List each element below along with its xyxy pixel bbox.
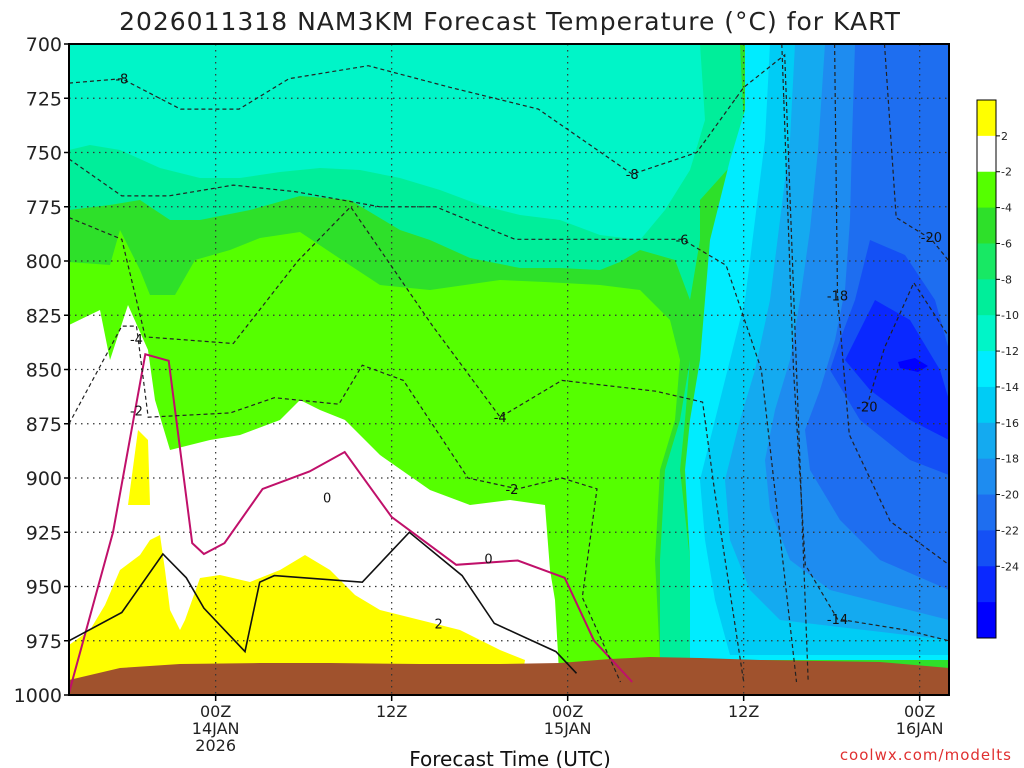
contour-label: -20 xyxy=(856,400,877,415)
colorbar-tick-label: -16 xyxy=(1001,417,1019,430)
freezing-line-0C xyxy=(69,353,633,694)
y-tick-label: 875 xyxy=(26,414,62,436)
credit-text: coolwx.com/modelts xyxy=(840,746,1012,764)
x-axis-label: Forecast Time (UTC) xyxy=(409,747,611,768)
contour-label: -2 xyxy=(130,405,143,420)
contour-label: -14 xyxy=(827,613,848,628)
colorbar-frame xyxy=(976,99,997,639)
-6C-line xyxy=(69,158,798,683)
contour-label: -20 xyxy=(921,231,942,246)
y-tick-label: 800 xyxy=(26,251,62,273)
colorbar-tick-label: -2 xyxy=(1001,166,1012,179)
y-tick-label: 775 xyxy=(26,197,62,219)
y-tick-label: 750 xyxy=(26,143,62,165)
colorbar-swatch xyxy=(977,100,996,137)
y-tick-label: 975 xyxy=(26,631,62,653)
colorbar-swatch xyxy=(977,243,996,280)
x-tick-label: 12Z xyxy=(728,702,759,721)
y-tick-label: 850 xyxy=(26,360,62,382)
y-tick-label: 900 xyxy=(26,468,62,490)
x-tick-label: 14JAN xyxy=(192,719,240,738)
contour-label: -8 xyxy=(626,168,639,183)
contour-label: -6 xyxy=(676,233,689,248)
colorbar-swatch xyxy=(977,315,996,352)
band-plus2 xyxy=(69,535,525,690)
x-tick-label: 12Z xyxy=(376,702,407,721)
x-tick-label: 2026 xyxy=(195,736,236,755)
y-tick-label: 1000 xyxy=(14,685,62,707)
colorbar-swatch xyxy=(977,351,996,388)
contour-label: -4 xyxy=(494,411,507,426)
colorbar-swatch xyxy=(977,422,996,460)
contour-label: -2 xyxy=(505,483,518,498)
2C-line xyxy=(69,531,578,674)
y-tick-label: 700 xyxy=(26,34,62,56)
colorbar-tick-label: -24 xyxy=(1001,560,1019,573)
contours xyxy=(69,44,949,694)
colorbar-swatch xyxy=(977,171,996,209)
band-plus2-pocket xyxy=(128,430,150,505)
colorbar-swatch xyxy=(977,207,996,244)
contour-label: 2 xyxy=(434,617,442,632)
colorbar-tick-label: -10 xyxy=(1001,309,1019,322)
colorbar-tick-label: -8 xyxy=(1001,273,1012,286)
x-tick-label: 00Z xyxy=(552,702,583,721)
colorbar-swatch xyxy=(977,135,996,173)
y-tick-label: 825 xyxy=(26,305,62,327)
colorbar-tick-label: 2 xyxy=(1001,130,1008,143)
contour-label: 0 xyxy=(484,552,492,567)
x-tick-label: 15JAN xyxy=(544,719,592,738)
-20C-line xyxy=(883,44,949,262)
y-tick-label: 725 xyxy=(26,88,62,110)
colorbar-tick-label: -6 xyxy=(1001,237,1012,250)
colorbar-swatch xyxy=(977,458,996,496)
colorbar: 2 -2 -4 -6 -8 -10 -12 -14 -16 -18 -20 -22 -24 xyxy=(976,99,1019,639)
x-tick-label: 00Z xyxy=(200,702,231,721)
colorbar-tick-label: -14 xyxy=(1001,381,1019,394)
x-tick-label: 16JAN xyxy=(896,719,944,738)
colorbar-swatch xyxy=(977,279,996,316)
band-minus10 xyxy=(69,44,705,240)
band-minus2 xyxy=(69,305,560,690)
colorbar-tick-label: -22 xyxy=(1001,524,1019,537)
y-tick-label: 950 xyxy=(26,577,62,599)
colorbar-tick-label: -12 xyxy=(1001,345,1019,358)
colorbar-swatch xyxy=(977,566,996,603)
contour-label: 0 xyxy=(323,492,331,507)
x-tick-label: 00Z xyxy=(904,702,935,721)
colorbar-swatch xyxy=(977,386,996,424)
contour-label: -18 xyxy=(827,290,848,305)
colorbar-swatch xyxy=(977,530,996,567)
y-tick-label: 925 xyxy=(26,522,62,544)
colorbar-tick-label: -18 xyxy=(1001,453,1019,466)
colorbar-tick-label: -4 xyxy=(1001,202,1012,215)
-14C-line xyxy=(781,44,949,642)
-2C-line xyxy=(69,325,622,683)
colorbar-tick-label: -20 xyxy=(1001,489,1019,502)
colorbar-swatch xyxy=(977,602,996,639)
-8C-line xyxy=(69,53,809,683)
contour-label: -4 xyxy=(130,333,143,348)
-20C-core-line xyxy=(866,281,949,407)
-4C-line xyxy=(69,205,745,683)
colorbar-swatch xyxy=(977,494,996,531)
band-minus26 xyxy=(898,358,928,372)
-18C-line xyxy=(834,44,949,566)
y-axis: 700 725 750 775 800 825 850 875 900 925 950 975 1000 xyxy=(14,34,69,707)
contour-label: -8 xyxy=(115,73,128,88)
chart-title: 2026011318 NAM3KM Forecast Temperature (… xyxy=(119,7,901,36)
ground xyxy=(69,657,949,695)
